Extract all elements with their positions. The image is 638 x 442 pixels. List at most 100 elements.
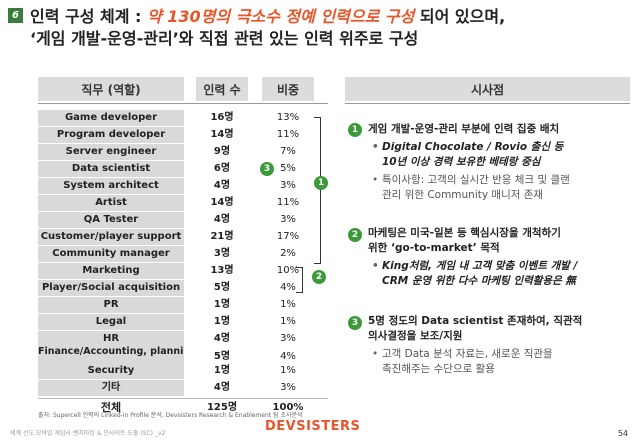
table-row: QA Tester 4명 3% xyxy=(0,212,340,228)
insight-1-point-2b: 관리 위한 Community 매니저 존재 xyxy=(382,189,544,201)
marker-3: 3 xyxy=(260,162,274,176)
table-row: Player/Social acquisition 5명 4% xyxy=(0,280,340,296)
share-cell: 3% xyxy=(280,180,296,191)
count-cell: 13명 xyxy=(210,265,234,276)
role-cell: Legal xyxy=(38,314,184,330)
role-cell: Game developer xyxy=(38,110,184,126)
count-cell: 1명 xyxy=(213,299,231,310)
count-cell: 1명 xyxy=(213,316,231,327)
insight-3-head-a: 5명 정도의 Data scientist 존재하여, 직관적 xyxy=(368,315,583,327)
count-cell: 5명 xyxy=(213,282,231,293)
table-row: Data scientist 6명 5% xyxy=(0,161,340,177)
role-cell: Program developer xyxy=(38,127,184,143)
page-title: 인력 구성 체계 : 약 130명의 극소수 정예 인력으로 구성 되어 있으며… xyxy=(30,6,630,50)
insight-2-head-b: 위한 ‘go-to-market’ 목적 xyxy=(368,242,500,254)
share-cell: 13% xyxy=(276,112,300,123)
role-cell: HR xyxy=(38,331,184,347)
table-row: Legal 1명 1% xyxy=(0,314,340,330)
share-cell: 5% xyxy=(280,163,296,174)
role-cell: Player/Social acquisition xyxy=(38,280,184,296)
insight-2-point-1b: CRM 운영 위한 다수 마케팅 인력활용은 無 xyxy=(382,275,576,287)
table-row: Marketing 13명 10% xyxy=(0,263,340,279)
source-footnote: 출처: Supercell 인력의 Linked-in Profile 분석, … xyxy=(38,412,303,419)
count-cell: 14명 xyxy=(210,129,234,140)
page-number: 54 xyxy=(617,429,628,438)
footer-document-title: 세계 선도 모바일 게임사 벤치마킹 & 인사이트 도출 (SC) _v2 xyxy=(10,430,166,437)
insight-3-point-1a: 고객 Data 분석 자료는, 새로운 직관을 xyxy=(368,347,630,362)
insight-1-point-2a: 특이사항: 고객의 실시간 반응 체크 및 클랜 xyxy=(368,173,630,188)
role-cell: Server engineer xyxy=(38,144,184,160)
title-line1-pre: 인력 구성 체계 : xyxy=(30,7,147,26)
insight-1: 게임 개발-운영-관리 부분에 인력 집중 배치 Digital Chocola… xyxy=(368,122,630,203)
table-row: PR 1명 1% xyxy=(0,297,340,313)
count-cell: 1명 xyxy=(213,365,231,376)
title-highlight: 약 130명의 극소수 정예 인력으로 구성 xyxy=(147,7,415,26)
role-cell: Finance/Accounting, planning xyxy=(38,346,184,368)
insight-1-marker: 1 xyxy=(348,123,362,137)
table-row: Program developer 14명 11% xyxy=(0,127,340,143)
title-line2: ‘게임 개발-운영-관리’와 직접 관련 있는 인력 위주로 구성 xyxy=(30,29,419,48)
insight-2: 마케팅은 미국-일본 등 핵심시장을 개척하기 위한 ‘go-to-market… xyxy=(368,226,630,289)
share-cell: 10% xyxy=(276,265,300,276)
share-cell: 3% xyxy=(280,214,296,225)
count-cell: 9명 xyxy=(213,146,231,157)
header-role: 직무 (역할) xyxy=(38,77,184,101)
role-cell: 기타 xyxy=(38,380,184,396)
devsisters-logo: DEVSISTERS xyxy=(265,419,361,434)
header-count: 인력 수 xyxy=(196,77,248,101)
insight-2-point-1a: King처럼, 게임 내 고객 맞춤 이벤트 개발 / xyxy=(368,259,630,274)
role-cell: Data scientist xyxy=(38,161,184,177)
table-row: Community manager 3명 2% xyxy=(0,246,340,262)
count-cell: 4명 xyxy=(213,180,231,191)
count-cell: 3명 xyxy=(213,248,231,259)
marker-2: 2 xyxy=(312,270,326,284)
insight-1-point-1a: Digital Chocolate / Rovio 출신 등 xyxy=(368,140,630,155)
table-row: System architect 4명 3% xyxy=(0,178,340,194)
share-cell: 7% xyxy=(280,146,296,157)
share-cell: 3% xyxy=(280,382,296,393)
header-divider-right xyxy=(345,103,630,104)
share-cell: 1% xyxy=(280,316,296,327)
role-cell: Marketing xyxy=(38,263,184,279)
share-cell: 4% xyxy=(280,351,296,362)
total-share: 100% xyxy=(272,402,304,413)
count-cell: 4명 xyxy=(213,382,231,393)
role-cell: Community manager xyxy=(38,246,184,262)
table-row: Game developer 16명 13% xyxy=(0,110,340,126)
insight-1-point-1b: 10년 이상 경력 보유한 베테랑 중심 xyxy=(382,156,541,168)
count-cell: 16명 xyxy=(210,112,234,123)
marker-1: 1 xyxy=(314,176,328,190)
role-cell: System architect xyxy=(38,178,184,194)
count-cell: 6명 xyxy=(213,163,231,174)
count-cell: 5명 xyxy=(213,351,231,362)
table-row: Server engineer 9명 7% xyxy=(0,144,340,160)
role-cell: Customer/player support xyxy=(38,229,184,245)
insight-2-marker: 2 xyxy=(348,228,362,242)
share-cell: 1% xyxy=(280,365,296,376)
total-row: 전체 125명 100% xyxy=(0,400,340,416)
role-cell: QA Tester xyxy=(38,212,184,228)
title-line1-post: 되어 있으며, xyxy=(414,7,506,26)
insight-1-head: 게임 개발-운영-관리 부분에 인력 집중 배치 xyxy=(368,123,560,135)
share-cell: 1% xyxy=(280,299,296,310)
total-label: 전체 xyxy=(100,401,122,414)
share-cell: 2% xyxy=(280,248,296,259)
table-row: Customer/player support 21명 17% xyxy=(0,229,340,245)
table-row: Security 1명 1% xyxy=(0,363,340,379)
count-cell: 14명 xyxy=(210,197,234,208)
total-divider xyxy=(38,398,328,399)
count-cell: 4명 xyxy=(213,214,231,225)
header-divider-left xyxy=(38,103,328,104)
total-count: 125명 xyxy=(206,402,238,413)
table-row: Finance/Accounting, planning 5명 4% xyxy=(0,346,340,368)
insight-3: 5명 정도의 Data scientist 존재하여, 직관적 의사결정을 보조… xyxy=(368,314,630,377)
table-row: 기타 4명 3% xyxy=(0,380,340,396)
role-cell: Security xyxy=(38,363,184,379)
count-cell: 21명 xyxy=(210,231,234,242)
slide-number-badge: 6 xyxy=(8,8,23,23)
share-cell: 11% xyxy=(276,129,300,140)
table-row: HR 4명 3% xyxy=(0,331,340,347)
share-cell: 11% xyxy=(276,197,300,208)
bracket-group-1 xyxy=(314,117,321,264)
table-row: Artist 14명 11% xyxy=(0,195,340,211)
